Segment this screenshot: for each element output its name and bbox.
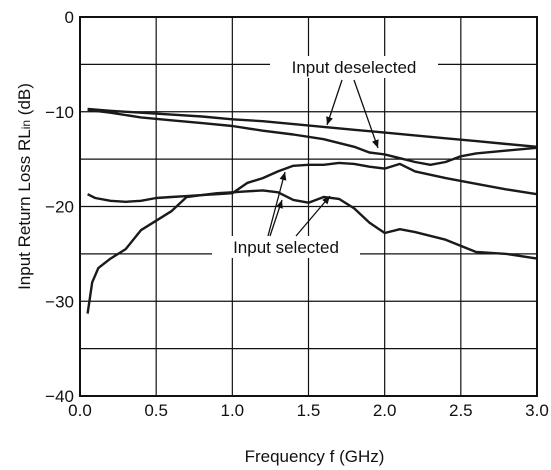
deselected-label-bg — [270, 56, 438, 78]
y-axis-label-main: Input Return Loss RL — [15, 129, 34, 290]
y-tick-label: −40 — [45, 387, 74, 406]
annotation-group: Input deselected Input selected — [212, 56, 438, 258]
series-line-1 — [87, 107, 538, 148]
y-tick-label: −20 — [45, 198, 74, 217]
selected-arrow-3 — [295, 195, 331, 237]
y-axis-label-sub: in — [19, 120, 33, 129]
selected-arrow-1-head — [279, 172, 287, 181]
x-tick-label: 2.0 — [373, 401, 397, 420]
x-tick-label: 1.0 — [221, 401, 245, 420]
y-tick-label: −10 — [45, 103, 74, 122]
y-axis-label: Input Return Loss RLin (dB) — [15, 83, 34, 290]
x-axis-label: Frequency f (GHz) — [245, 447, 385, 466]
plot-frame — [79, 16, 538, 397]
x-tick-label: 3.0 — [525, 401, 549, 420]
y-axis-label-unit: (dB) — [15, 83, 34, 120]
x-tick-label: 1.5 — [297, 401, 321, 420]
series-line-3 — [87, 189, 538, 260]
selected-arrow-1 — [267, 171, 286, 237]
series-group — [86, 107, 538, 314]
selected-arrow-2-head — [276, 200, 283, 209]
x-tick-label: 0.5 — [144, 401, 168, 420]
tick-labels: 0.0 0.5 1.0 1.5 2.0 2.5 3.0 0 −10 −20 −30 −40 — [45, 8, 549, 420]
y-tick-label: 0 — [65, 8, 74, 27]
deselected-arrow-2-head — [372, 139, 379, 148]
series-line-2 — [87, 108, 538, 167]
x-tick-label: 2.5 — [449, 401, 473, 420]
deselected-arrow-2 — [353, 79, 379, 149]
series-line-4 — [86, 161, 538, 314]
deselected-arrow-1-head — [326, 116, 333, 125]
grid-lines — [80, 17, 537, 396]
selected-arrow-3-head — [322, 196, 330, 205]
y-tick-label: −30 — [45, 292, 74, 311]
input-deselected-label: Input deselected — [292, 58, 417, 77]
input-selected-label: Input selected — [233, 238, 339, 257]
x-tick-label: 0.0 — [68, 401, 92, 420]
selected-label-bg — [212, 236, 360, 258]
